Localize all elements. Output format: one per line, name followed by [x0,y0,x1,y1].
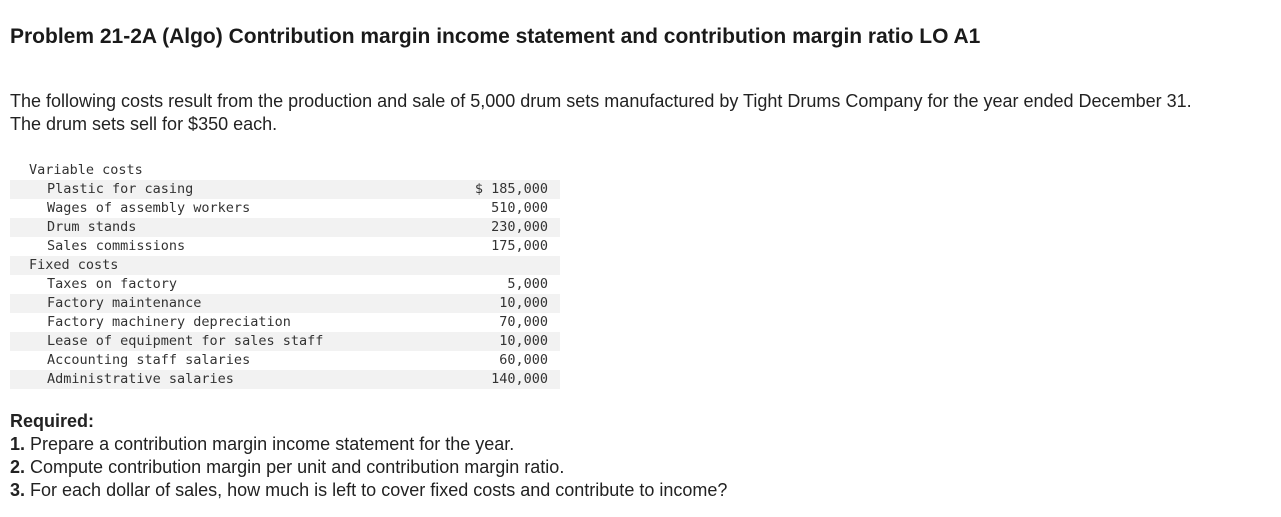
item-text: Prepare a contribution margin income sta… [30,434,515,454]
table-row: Factory machinery depreciation 70,000 [10,313,560,332]
cost-amount: 510,000 [491,200,548,216]
cost-label: Plastic for casing [47,181,194,197]
cost-amount: 10,000 [499,295,548,311]
required-heading: Required: [10,411,95,431]
item-number: 2. [10,457,26,477]
cost-amount: 70,000 [499,314,548,330]
required: Required: 1. Prepare a contribution marg… [10,410,727,502]
section-label: Fixed costs [29,257,119,273]
table-row: Plastic for casing $ 185,000 [10,180,560,199]
cost-amount: 5,000 [507,276,548,292]
required-item: 1. Prepare a contribution margin income … [10,433,727,456]
cost-label: Factory machinery depreciation [47,314,291,330]
table-row: Drum stands 230,000 [10,218,560,237]
table-row: Accounting staff salaries 60,000 [10,351,560,370]
cost-label: Taxes on factory [47,276,178,292]
cost-amount: 140,000 [491,371,548,387]
table-row: Taxes on factory 5,000 [10,275,560,294]
required-item: 2. Compute contribution margin per unit … [10,456,727,479]
cost-label: Lease of equipment for sales staff [47,333,324,349]
cost-amount: 60,000 [499,352,548,368]
item-number: 1. [10,434,26,454]
cost-label: Wages of assembly workers [47,200,251,216]
cost-amount: $ 185,000 [474,181,548,197]
title: Problem 21-2A (Algo) Contribution margin… [10,25,981,48]
table-row: Fixed costs [10,256,560,275]
item-number: 3. [10,480,26,500]
cost-label: Sales commissions [47,238,186,254]
table-row: Wages of assembly workers 510,000 [10,199,560,218]
item-text: Compute contribution margin per unit and… [30,457,565,477]
table-row: Variable costs [10,161,560,180]
section-label: Variable costs [29,162,143,178]
cost-label: Accounting staff salaries [47,352,251,368]
cost-table: Variable costs Plastic for casing $ 185,00… [10,161,560,389]
table-row: Lease of equipment for sales staff 10,000 [10,332,560,351]
cost-label: Administrative salaries [47,371,234,387]
cost-amount: 230,000 [491,219,548,235]
cost-amount: 175,000 [491,238,548,254]
required-item: 3. For each dollar of sales, how much is… [10,479,727,502]
cost-label: Factory maintenance [47,295,202,311]
item-text: For each dollar of sales, how much is le… [30,480,728,500]
intro: The following costs result from the prod… [10,91,1192,134]
cost-label: Drum stands [47,219,137,235]
table-row: Factory maintenance 10,000 [10,294,560,313]
table-row: Administrative salaries 140,000 [10,370,560,389]
cost-amount: 10,000 [499,333,548,349]
table-row: Sales commissions 175,000 [10,237,560,256]
